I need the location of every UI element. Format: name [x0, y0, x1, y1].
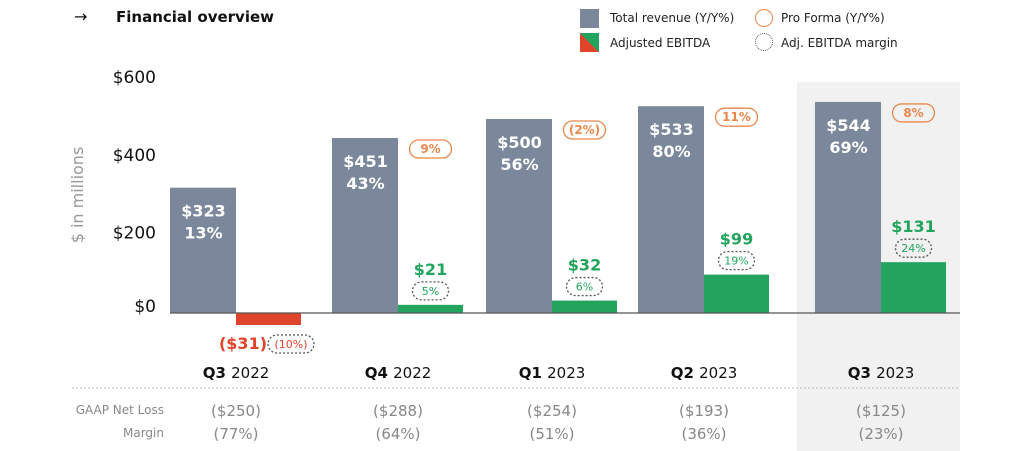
category-label: Q3 2023	[848, 364, 915, 382]
margin-pill	[267, 334, 315, 354]
page-title: Financial overview	[116, 8, 274, 26]
margin-dotted-circle-icon	[755, 33, 773, 51]
ebitda-label: $32	[568, 256, 601, 275]
category-label: Q1 2023	[519, 364, 586, 382]
legend-label: Adj. EBITDA margin	[781, 36, 898, 50]
revenue-bar	[486, 119, 552, 313]
revenue-bar	[332, 138, 398, 313]
ebitda-margin-label: (10%)	[274, 338, 307, 351]
quarter: Q3	[848, 364, 876, 382]
legend-label: Adjusted EBITDA	[610, 36, 711, 50]
table-cell: ($125)	[856, 402, 906, 420]
ebitda-bar	[881, 262, 946, 313]
pro-forma-label: 9%	[420, 142, 440, 156]
y-tick-label: $200	[113, 223, 156, 243]
year: 2023	[547, 364, 585, 382]
margin-pill	[894, 238, 933, 258]
revenue-bar	[170, 187, 236, 313]
revenue-swatch-icon	[580, 9, 599, 28]
pro-forma-pill	[714, 107, 759, 127]
ebitda-bar	[398, 304, 463, 313]
ebitda-bar	[552, 300, 617, 313]
revenue-label: $544	[826, 116, 871, 135]
ebitda-bar	[236, 313, 301, 326]
ebitda-label: $131	[891, 217, 936, 236]
table-cell: ($250)	[211, 402, 261, 420]
pro-forma-label: 8%	[903, 106, 923, 120]
table-row-label: GAAP Net Loss	[76, 403, 164, 417]
pro-forma-label: (2%)	[569, 123, 600, 137]
legend-label: Total revenue (Y/Y%)	[610, 11, 735, 25]
quarter: Q1	[519, 364, 547, 382]
arrow-right-icon: →	[74, 7, 88, 26]
ebitda-swatch-icon	[580, 33, 599, 52]
year: 2022	[231, 364, 269, 382]
table-cell: (51%)	[529, 425, 574, 443]
revenue-yoy-label: 43%	[346, 174, 384, 193]
revenue-yoy-label: 56%	[500, 155, 538, 174]
revenue-yoy-label: 69%	[829, 138, 867, 157]
ebitda-margin-label: 24%	[901, 242, 925, 255]
year: 2023	[876, 364, 914, 382]
margin-pill	[411, 281, 450, 301]
table-cell: (36%)	[681, 425, 726, 443]
year: 2022	[393, 364, 431, 382]
ebitda-label: ($31)	[219, 334, 267, 353]
margin-pill	[565, 276, 604, 297]
revenue-yoy-label: 13%	[184, 224, 222, 243]
ebitda-margin-label: 5%	[422, 285, 439, 298]
y-tick-label: $0	[134, 297, 156, 317]
pro-forma-circle-icon	[755, 9, 773, 27]
quarter: Q3	[203, 364, 231, 382]
margin-pill	[717, 250, 756, 271]
revenue-label: $500	[497, 133, 542, 152]
ebitda-label: $99	[720, 230, 753, 249]
table-cell: ($288)	[373, 402, 423, 420]
y-tick-label: $400	[113, 146, 156, 166]
year: 2023	[699, 364, 737, 382]
ebitda-margin-label: 6%	[576, 281, 593, 294]
table-cell: (64%)	[375, 425, 420, 443]
revenue-bar	[815, 101, 881, 313]
ebitda-margin-label: 19%	[724, 255, 748, 268]
pro-forma-label: 11%	[722, 110, 751, 124]
table-cell: (77%)	[213, 425, 258, 443]
category-label: Q2 2023	[671, 364, 738, 382]
revenue-bar	[638, 106, 704, 313]
quarter: Q4	[365, 364, 393, 382]
quarter: Q2	[671, 364, 699, 382]
table-row-label: Margin	[123, 426, 164, 440]
table-cell: ($193)	[679, 402, 729, 420]
ebitda-label: $21	[414, 260, 447, 279]
revenue-label: $451	[343, 152, 388, 171]
table-cell: (23%)	[858, 425, 903, 443]
pro-forma-pill	[891, 103, 936, 123]
y-axis-label: $ in millions	[68, 147, 87, 244]
category-label: Q3 2022	[203, 364, 270, 382]
pro-forma-pill	[562, 120, 607, 140]
ebitda-bar	[704, 274, 769, 313]
category-label: Q4 2022	[365, 364, 432, 382]
revenue-label: $533	[649, 120, 694, 139]
revenue-yoy-label: 80%	[652, 142, 690, 161]
y-tick-label: $600	[113, 68, 156, 88]
legend-label: Pro Forma (Y/Y%)	[781, 11, 885, 25]
table-cell: ($254)	[527, 402, 577, 420]
pro-forma-pill	[408, 139, 453, 159]
revenue-label: $323	[181, 202, 226, 221]
